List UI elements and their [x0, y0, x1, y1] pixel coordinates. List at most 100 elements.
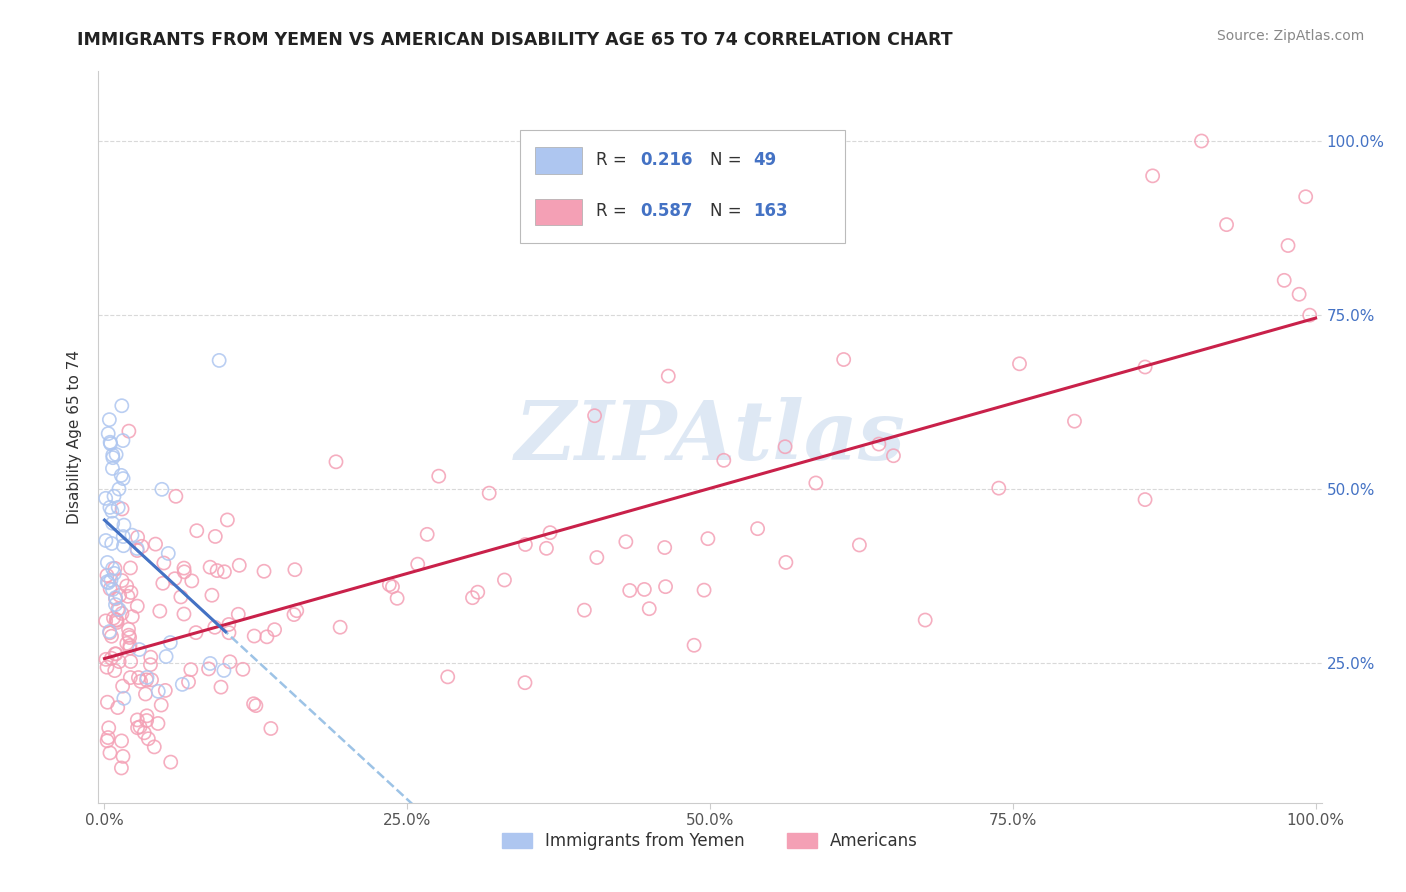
Point	[121, 609, 143, 624]
Point	[638, 601, 661, 615]
Point	[111, 749, 134, 764]
Point	[125, 541, 148, 556]
Point	[536, 541, 558, 556]
Point	[204, 529, 226, 543]
Point	[118, 631, 141, 645]
Point	[111, 574, 134, 588]
Text: 49: 49	[752, 151, 776, 169]
Point	[121, 528, 143, 542]
Point	[110, 761, 132, 775]
Point	[127, 543, 149, 558]
Point	[987, 481, 1010, 495]
Point	[1063, 414, 1085, 428]
Point	[103, 489, 125, 503]
Point	[152, 576, 174, 591]
Point	[118, 424, 141, 438]
Point	[159, 635, 181, 649]
Point	[654, 541, 676, 555]
FancyBboxPatch shape	[520, 130, 845, 244]
Point	[96, 695, 118, 709]
Point	[173, 565, 195, 579]
Point	[574, 603, 596, 617]
Point	[284, 563, 307, 577]
Point	[148, 684, 170, 698]
Point	[101, 561, 124, 575]
Point	[101, 516, 124, 531]
Point	[1133, 359, 1156, 374]
Point	[120, 585, 142, 599]
Text: 0.216: 0.216	[640, 151, 693, 169]
Point	[134, 726, 156, 740]
Point	[118, 641, 141, 656]
Point	[283, 607, 305, 622]
Point	[657, 369, 679, 384]
Point	[115, 579, 138, 593]
Point	[128, 642, 150, 657]
Point	[104, 561, 127, 575]
Point	[120, 655, 142, 669]
Point	[135, 714, 157, 728]
Point	[105, 615, 128, 630]
Point	[108, 588, 131, 602]
Point	[98, 412, 121, 426]
Point	[105, 647, 128, 661]
Point	[105, 448, 128, 462]
Point	[461, 591, 484, 605]
Point	[127, 530, 149, 544]
Point	[256, 630, 278, 644]
Point	[882, 449, 904, 463]
Point	[177, 675, 200, 690]
Point	[1295, 190, 1317, 204]
Point	[205, 564, 228, 578]
Point	[100, 629, 122, 643]
Point	[97, 575, 120, 590]
Point	[135, 708, 157, 723]
FancyBboxPatch shape	[536, 199, 582, 225]
Text: R =: R =	[596, 202, 633, 220]
Point	[98, 500, 121, 515]
Point	[186, 524, 208, 538]
Point	[100, 536, 122, 550]
Point	[696, 532, 718, 546]
Point	[325, 455, 347, 469]
Point	[228, 558, 250, 573]
Point	[98, 625, 121, 640]
Point	[693, 583, 716, 598]
Point	[245, 698, 267, 713]
Point	[138, 731, 160, 746]
Point	[201, 588, 224, 602]
Text: N =: N =	[710, 202, 747, 220]
Point	[135, 673, 157, 687]
Point	[1298, 308, 1320, 322]
Point	[614, 534, 637, 549]
Point	[217, 513, 239, 527]
Point	[96, 574, 118, 589]
Point	[1133, 492, 1156, 507]
Point	[209, 680, 232, 694]
Point	[146, 716, 169, 731]
Point	[117, 622, 139, 636]
FancyBboxPatch shape	[536, 147, 582, 174]
Point	[139, 657, 162, 672]
Point	[155, 649, 177, 664]
Point	[848, 538, 870, 552]
Point	[98, 746, 121, 760]
Point	[111, 607, 134, 621]
Point	[104, 591, 127, 606]
Text: R =: R =	[596, 151, 633, 169]
Point	[218, 625, 240, 640]
Point	[1191, 134, 1213, 148]
Point	[155, 683, 177, 698]
Point	[170, 590, 193, 604]
Point	[97, 731, 120, 745]
Point	[141, 673, 163, 687]
Point	[654, 580, 676, 594]
Point	[100, 436, 122, 450]
Point	[127, 713, 149, 727]
Point	[96, 556, 118, 570]
Point	[127, 671, 149, 685]
Point	[127, 599, 149, 614]
Point	[232, 662, 254, 676]
Point	[100, 573, 122, 587]
Point	[184, 625, 207, 640]
